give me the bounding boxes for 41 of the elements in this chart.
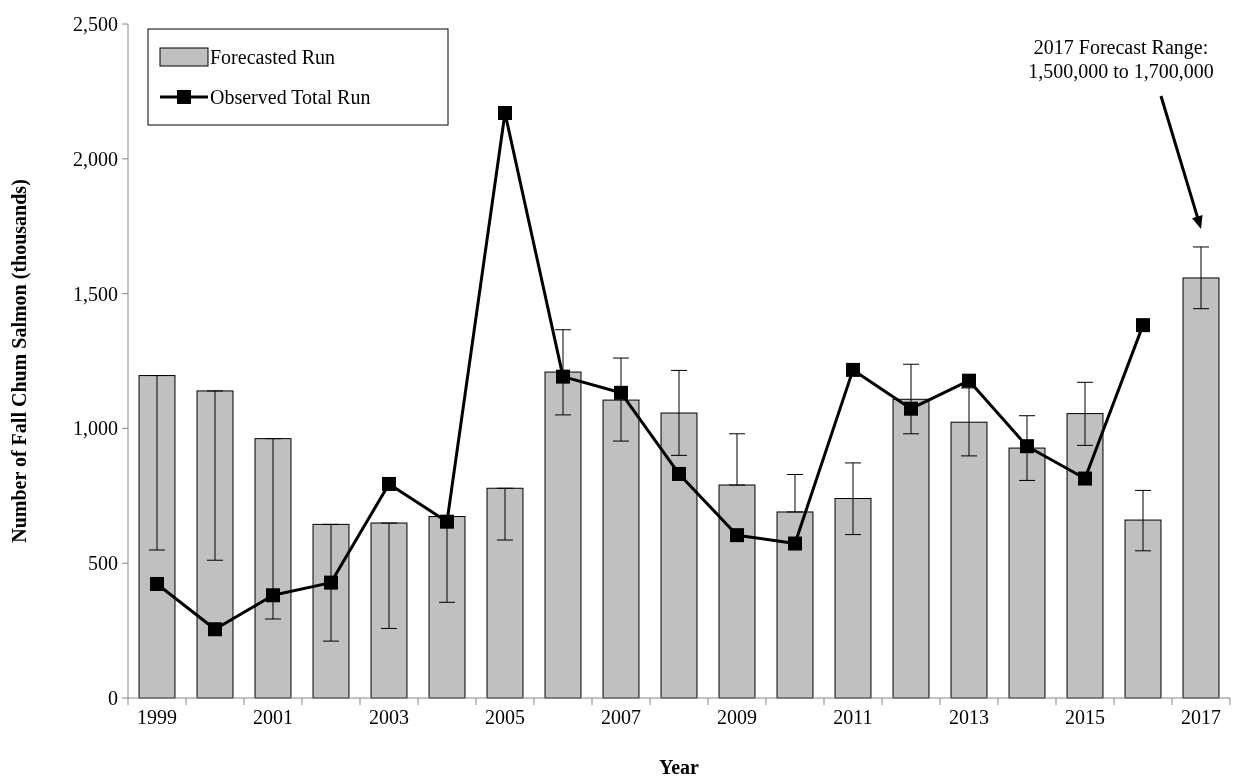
y-tick-label: 0: [108, 687, 118, 709]
point: [382, 476, 396, 491]
point: [440, 514, 454, 529]
x-tick-label: 2015: [1065, 706, 1105, 728]
legend-label: Forecasted Run: [210, 46, 335, 68]
point: [498, 105, 512, 120]
y-tick-label: 2,000: [73, 147, 118, 170]
point: [324, 575, 338, 590]
x-tick-label: 1999: [137, 706, 177, 728]
point: [672, 466, 686, 481]
x-tick-label: 2017: [1181, 706, 1221, 728]
x-axis-title: Year: [659, 756, 700, 778]
bar: [486, 487, 524, 699]
point: [730, 528, 744, 543]
point: [1078, 471, 1092, 486]
x-tick-label: 2007: [601, 706, 641, 728]
point: [904, 401, 918, 416]
legend-label: Observed Total Run: [210, 86, 371, 108]
point: [266, 588, 280, 603]
x-tick-label: 2005: [485, 706, 525, 728]
point: [208, 622, 222, 637]
y-tick-label: 500: [88, 552, 118, 575]
y-tick-label: 1,500: [73, 282, 118, 305]
point: [614, 385, 628, 400]
point: [1136, 318, 1150, 333]
x-tick-label: 2011: [833, 706, 873, 728]
y-tick-label: 1,000: [73, 417, 118, 440]
point: [1020, 439, 1034, 454]
point: [788, 536, 802, 551]
x-tick-label: 2009: [717, 706, 757, 728]
x-tick-label: 2013: [949, 706, 989, 728]
x-tick-label: 2003: [369, 706, 409, 728]
x-tick-label: 2001: [253, 706, 293, 728]
bar: [370, 522, 408, 699]
annotation: 2017 Forecast Range: 1,500,000 to 1,700,000: [1028, 36, 1214, 82]
y-tick-label: 2,500: [73, 13, 118, 35]
point: [846, 362, 860, 377]
point: [556, 369, 570, 384]
y-axis-title: Number of Fall Chum Salmon (thousands): [8, 179, 31, 543]
point: [962, 373, 976, 388]
point: [150, 576, 164, 591]
